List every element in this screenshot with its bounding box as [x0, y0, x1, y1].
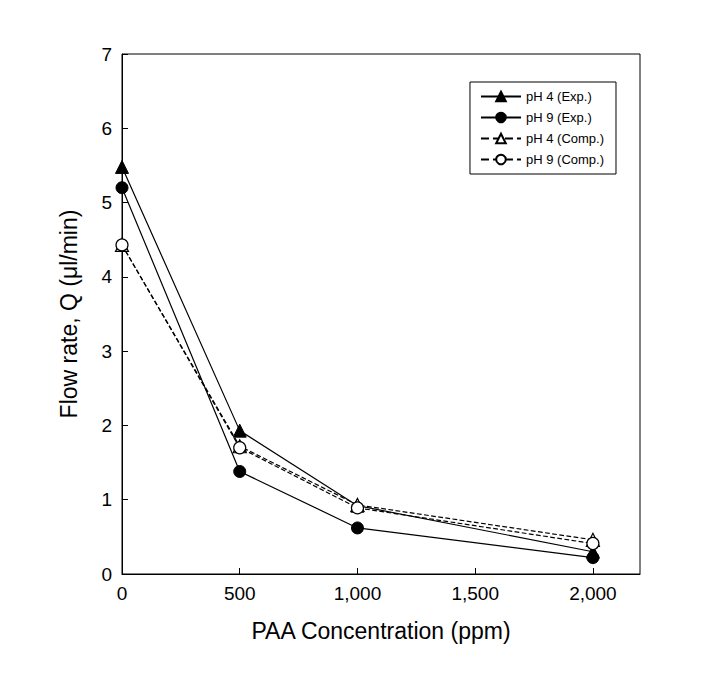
svg-text:5: 5 [101, 192, 112, 213]
svg-text:2,000: 2,000 [569, 583, 617, 604]
svg-text:1: 1 [101, 489, 112, 510]
svg-text:pH 4 (Comp.): pH 4 (Comp.) [526, 131, 604, 146]
svg-text:pH 9 (Comp.): pH 9 (Comp.) [526, 152, 604, 167]
svg-text:1,500: 1,500 [451, 583, 499, 604]
svg-text:0: 0 [117, 583, 128, 604]
svg-text:pH 9 (Exp.): pH 9 (Exp.) [526, 110, 592, 125]
svg-text:4: 4 [101, 266, 112, 287]
svg-text:500: 500 [224, 583, 256, 604]
svg-text:3: 3 [101, 341, 112, 362]
svg-text:2: 2 [101, 415, 112, 436]
svg-text:pH 4 (Exp.): pH 4 (Exp.) [526, 89, 592, 104]
svg-text:6: 6 [101, 118, 112, 139]
svg-text:7: 7 [101, 44, 112, 65]
svg-text:Flow rate, Q (μl/min): Flow rate, Q (μl/min) [56, 210, 82, 419]
svg-text:0: 0 [101, 564, 112, 585]
svg-text:PAA Concentration (ppm): PAA Concentration (ppm) [251, 618, 510, 644]
svg-text:1,000: 1,000 [334, 583, 382, 604]
